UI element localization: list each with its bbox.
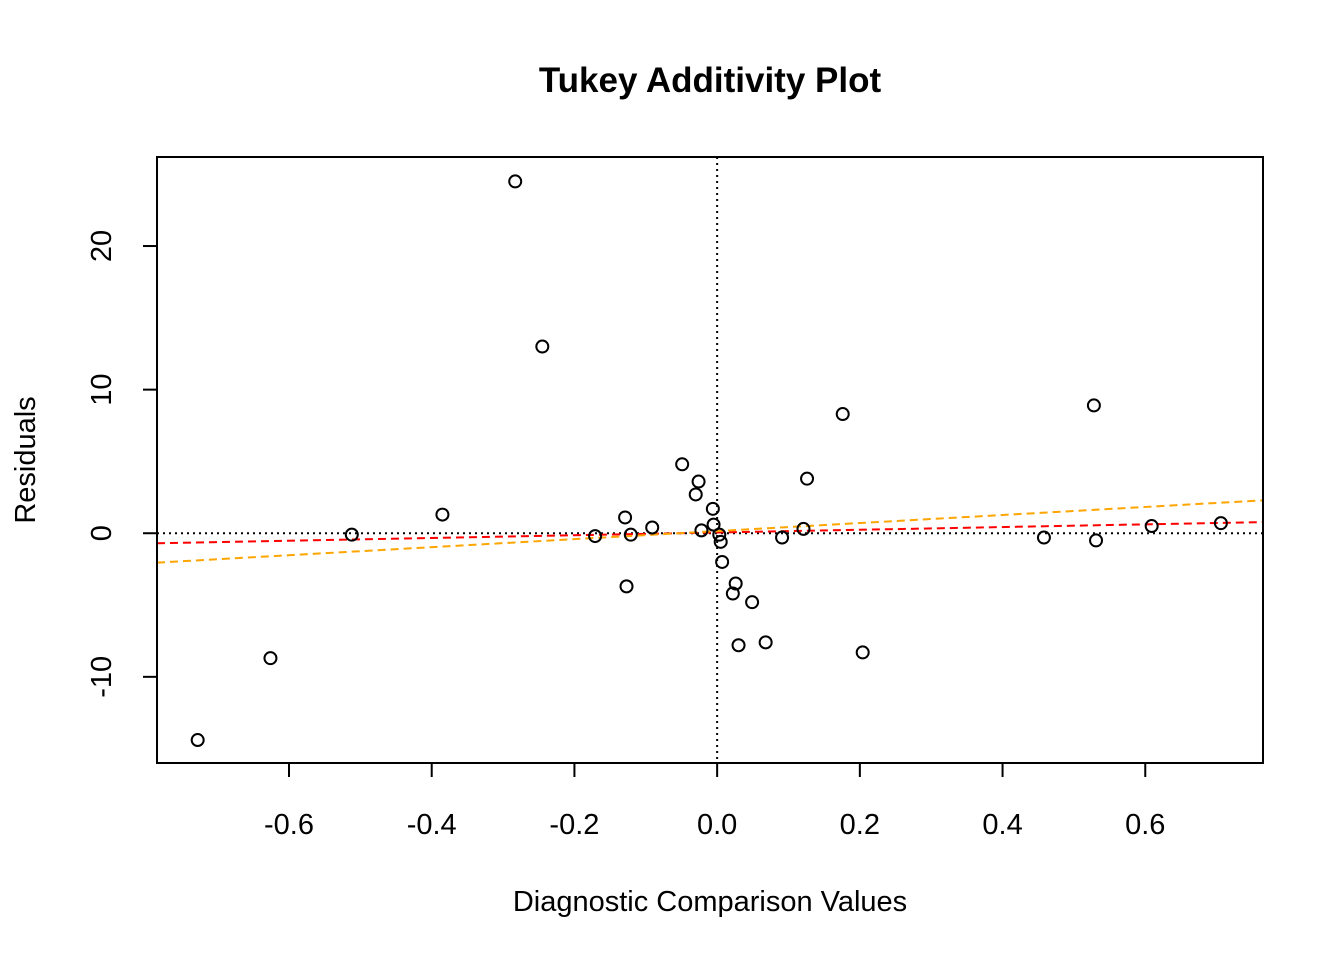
plot-area [156,157,1264,763]
data-point [435,507,450,522]
data-point [796,521,811,536]
data-point [619,579,634,594]
y-axis-label: Residuals [10,396,42,523]
data-point [1213,516,1228,531]
y-axis: -10 0 10 20 [86,230,158,698]
data-point [1089,533,1104,548]
x-tick-label: -0.6 [264,809,314,841]
plot-frame [156,156,1264,764]
fit-line-1 [156,521,1264,545]
data-point [705,501,720,516]
data-point [713,534,728,549]
data-point [618,510,633,525]
x-tick-label: -0.2 [549,809,599,841]
data-point [588,529,603,544]
data-point [675,457,690,472]
data-point [1086,398,1101,413]
data-point [728,576,743,591]
data-point [694,523,709,538]
data-point [800,471,815,486]
data-point [706,517,721,532]
x-tick-label: 0.4 [982,809,1022,841]
x-axis: -0.6 -0.4 -0.2 0.0 0.2 0.4 0.6 [264,762,1165,841]
x-tick-label: 0.0 [697,809,737,841]
data-point [712,527,727,542]
y-tick-label: -10 [86,656,118,698]
x-axis-label: Diagnostic Comparison Values [513,886,907,918]
data-point [535,339,550,354]
data-point [688,487,703,502]
y-tick-label: 10 [86,374,118,406]
y-tick-label: 20 [86,230,118,262]
data-point [508,174,523,189]
data-point [731,638,746,653]
data-point [835,407,850,422]
data-point [715,554,730,569]
fit-line-2 [156,499,1264,564]
data-point [190,733,205,748]
data-point [344,527,359,542]
x-tick-label: 0.6 [1125,809,1165,841]
y-tick-label: 0 [86,525,118,541]
data-point [1036,530,1051,545]
data-point [725,586,740,601]
data-point [855,645,870,660]
data-point [645,520,660,535]
data-point [263,651,278,666]
chart-title: Tukey Additivity Plot [539,61,882,100]
x-tick-label: 0.2 [840,809,880,841]
data-point [745,595,760,610]
x-tick-label: -0.4 [407,809,457,841]
data-point [623,527,638,542]
data-point [758,635,773,650]
data-point [691,474,706,489]
data-point [1144,519,1159,534]
data-point [775,530,790,545]
